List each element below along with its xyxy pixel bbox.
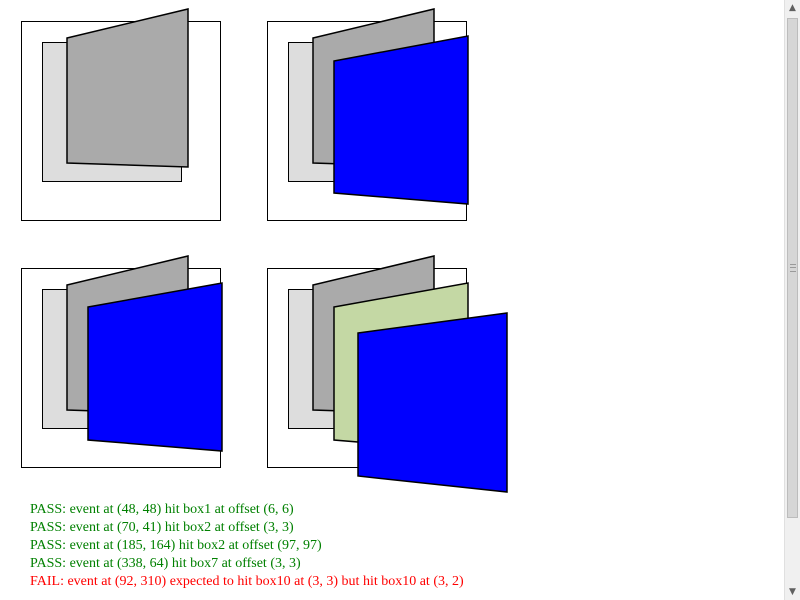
results-log: PASS: event at (48, 48) hit box1 at offs… [30,501,464,591]
test-box-3 [21,255,223,468]
blue-panel[interactable] [87,282,223,452]
scroll-down-arrow-icon[interactable]: ▼ [789,587,796,597]
grip-icon [789,264,796,272]
test-box-2 [267,8,469,221]
test-box-1 [21,8,221,221]
blue-panel[interactable] [357,312,508,493]
gray-panel[interactable] [66,8,189,168]
vertical-scrollbar[interactable]: ▲ ▼ [784,0,800,600]
blue-panel[interactable] [333,35,469,205]
result-line-2: PASS: event at (70, 41) hit box2 at offs… [30,520,294,535]
result-line-5: FAIL: event at (92, 310) expected to hit… [30,574,464,589]
test-box-4 [267,255,508,493]
scroll-up-arrow-icon[interactable]: ▲ [789,3,796,13]
scrollbar-thumb[interactable] [787,18,798,518]
result-line-4: PASS: event at (338, 64) hit box7 at off… [30,556,301,571]
result-line-1: PASS: event at (48, 48) hit box1 at offs… [30,502,294,517]
result-line-3: PASS: event at (185, 164) hit box2 at of… [30,538,322,553]
